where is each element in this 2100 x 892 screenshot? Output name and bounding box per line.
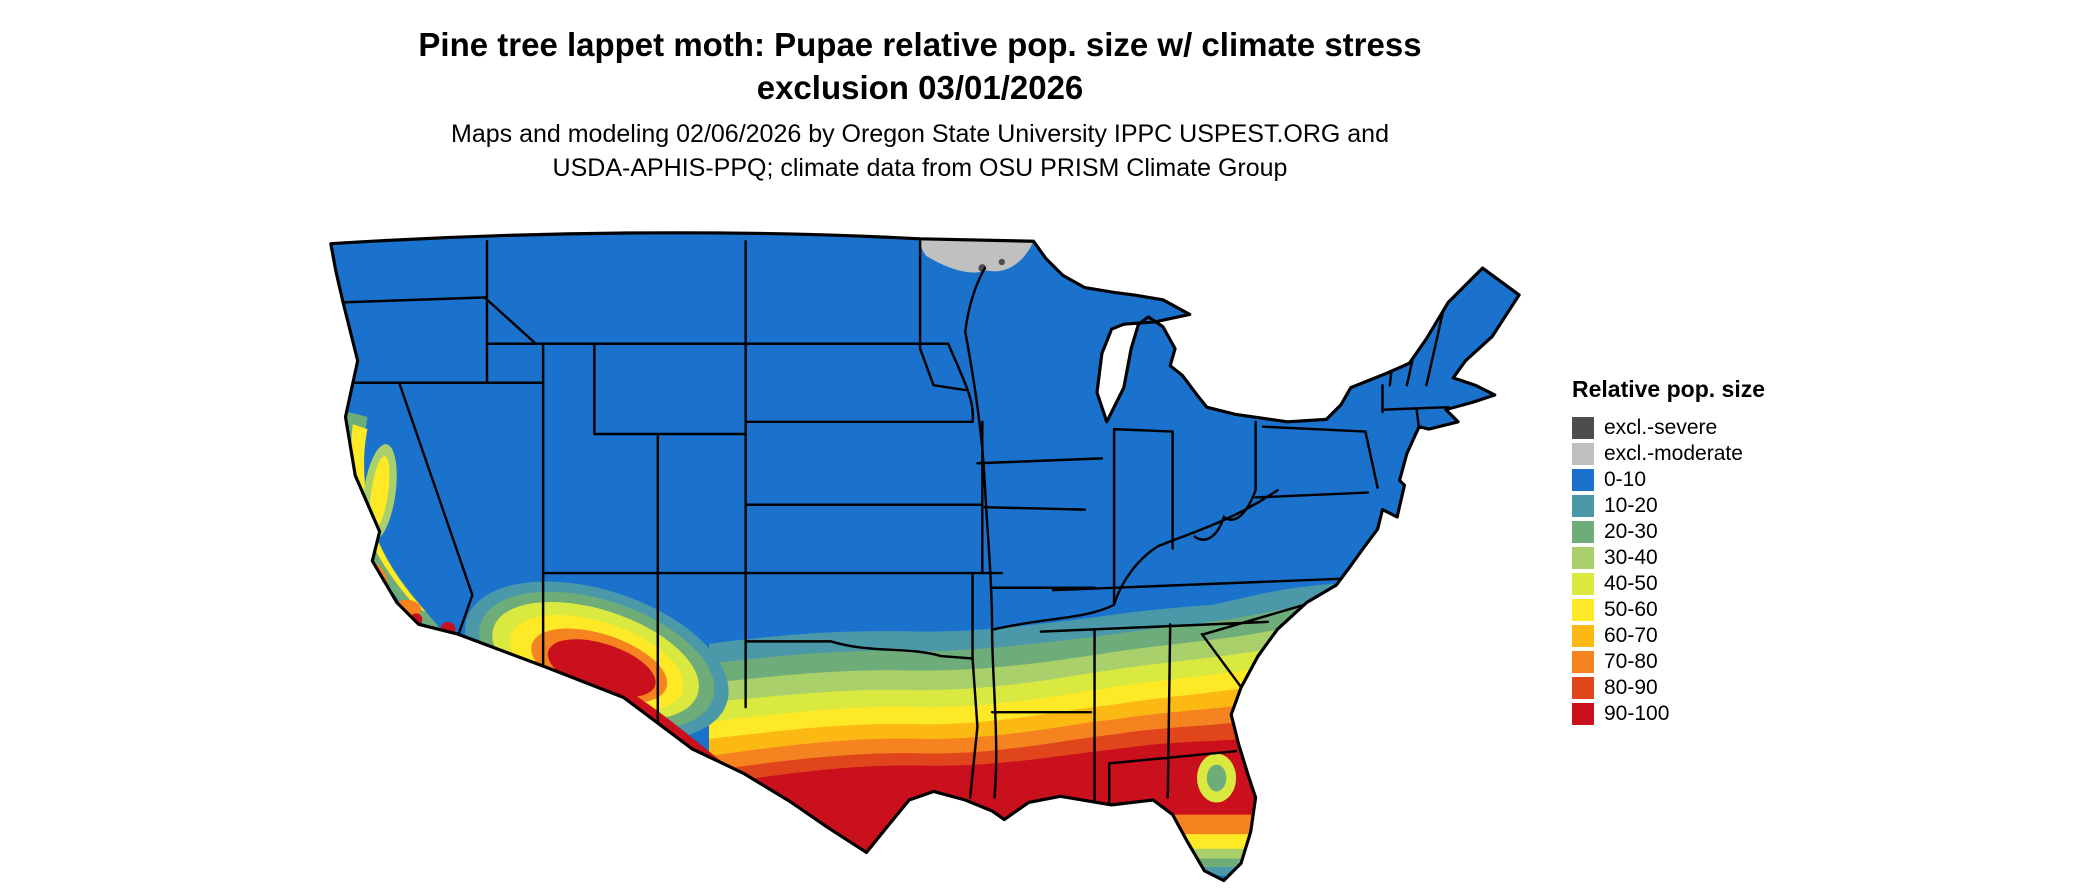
central-florida-20-30 xyxy=(1206,764,1227,792)
legend-swatch-0-10 xyxy=(1572,469,1594,491)
legend-label-50-60: 50-60 xyxy=(1604,598,1658,621)
legend-swatch-80-90 xyxy=(1572,677,1594,699)
legend-swatch-10-20 xyxy=(1572,495,1594,517)
minnesota-exclusion-severe-speck-2 xyxy=(998,258,1006,266)
legend-item-90-100: 90-100 xyxy=(1572,701,1765,727)
central-valley-50-60 xyxy=(369,456,390,529)
legend-item-60-70: 60-70 xyxy=(1572,623,1765,649)
raster-layers xyxy=(330,232,1520,881)
rio-grande-corridor-90-100 xyxy=(623,692,834,832)
page-subtitle-line2: USDA-APHIS-PPQ; climate data from OSU PR… xyxy=(552,153,1288,182)
legend-label-90-100: 90-100 xyxy=(1604,702,1670,725)
page-title: Pine tree lappet moth: Pupae relative po… xyxy=(0,24,1840,110)
legend-item-50-60: 50-60 xyxy=(1572,597,1765,623)
legend-label-80-90: 80-90 xyxy=(1604,676,1658,699)
legend-label-40-50: 40-50 xyxy=(1604,572,1658,595)
legend-swatch-30-40 xyxy=(1572,547,1594,569)
legend-items: excl.-severe excl.-moderate 0-10 10-20 20-30… xyxy=(1572,415,1765,727)
page-subtitle-line1: Maps and modeling 02/06/2026 by Oregon S… xyxy=(451,120,1389,148)
legend-swatch-60-70 xyxy=(1572,625,1594,647)
page-title-line2: exclusion 03/01/2026 xyxy=(756,68,1084,106)
legend-label-30-40: 30-40 xyxy=(1604,546,1658,569)
legend-item-80-90: 80-90 xyxy=(1572,675,1765,701)
legend-swatch-70-80 xyxy=(1572,651,1594,673)
legend-item-20-30: 20-30 xyxy=(1572,519,1765,545)
legend-swatch-90-100 xyxy=(1572,703,1594,725)
legend-swatch-50-60 xyxy=(1572,599,1594,621)
page-subtitle: Maps and modeling 02/06/2026 by Oregon S… xyxy=(0,118,1840,185)
legend-item-40-50: 40-50 xyxy=(1572,571,1765,597)
legend-item-70-80: 70-80 xyxy=(1572,649,1765,675)
legend-item-excl-severe: excl.-severe xyxy=(1572,415,1765,441)
legend-item-excl-moderate: excl.-moderate xyxy=(1572,441,1765,467)
legend-swatch-excl-severe xyxy=(1572,417,1594,439)
legend-label-10-20: 10-20 xyxy=(1604,494,1658,517)
legend-label-excl-severe: excl.-severe xyxy=(1604,416,1718,439)
minnesota-exclusion-moderate xyxy=(920,238,1034,273)
legend-title: Relative pop. size xyxy=(1572,376,1766,402)
legend-label-excl-moderate: excl.-moderate xyxy=(1604,442,1743,465)
legend-label-20-30: 20-30 xyxy=(1604,520,1658,543)
page-title-line1: Pine tree lappet moth: Pupae relative po… xyxy=(418,26,1422,63)
legend-item-30-40: 30-40 xyxy=(1572,545,1765,571)
legend-swatch-40-50 xyxy=(1572,573,1594,595)
state-borders xyxy=(344,240,1450,804)
legend-label-70-80: 70-80 xyxy=(1604,650,1658,673)
legend-label-60-70: 60-70 xyxy=(1604,624,1658,647)
legend-item-10-20: 10-20 xyxy=(1572,493,1765,519)
legend-swatch-excl-moderate xyxy=(1572,443,1594,465)
legend: Relative pop. size excl.-severe excl.-mod… xyxy=(1572,376,1765,727)
us-map xyxy=(329,231,1521,883)
legend-swatch-20-30 xyxy=(1572,521,1594,543)
legend-item-0-10: 0-10 xyxy=(1572,467,1765,493)
legend-label-0-10: 0-10 xyxy=(1604,468,1647,491)
